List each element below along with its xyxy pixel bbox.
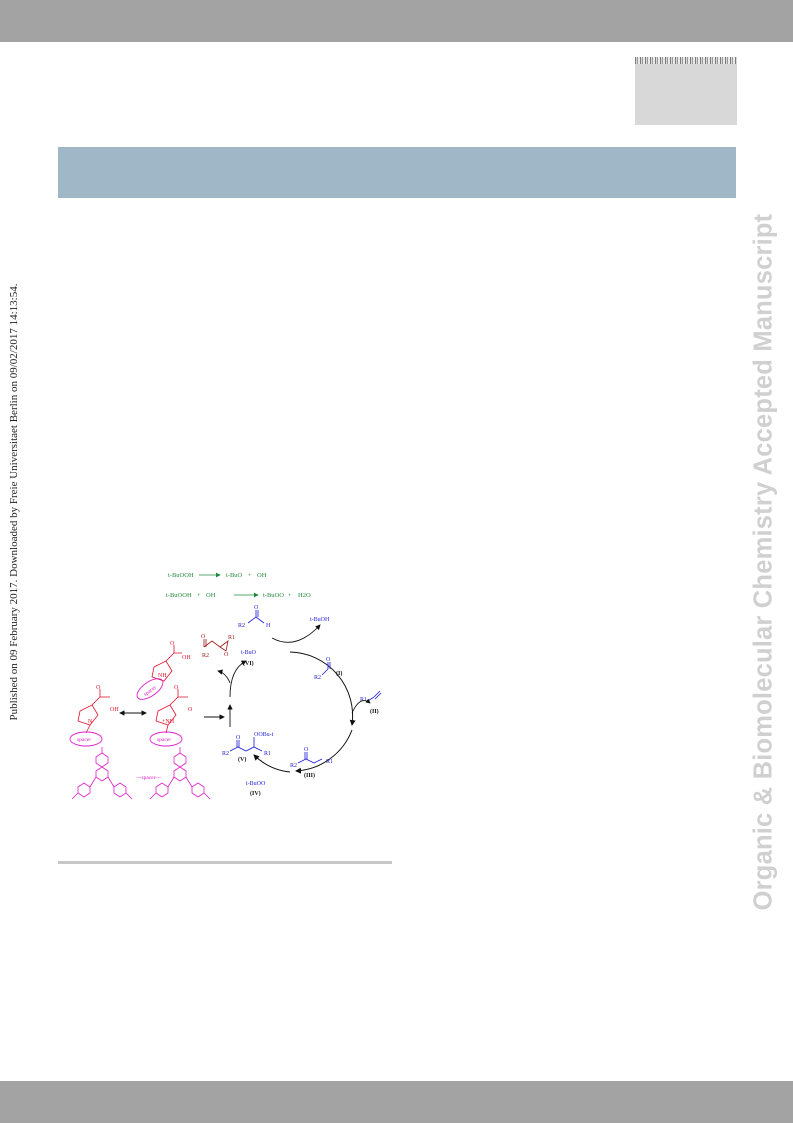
radical-r1: R1 <box>326 759 333 765</box>
bottom-bar <box>0 1081 793 1123</box>
triphenylbenzene-spacer <box>71 747 133 800</box>
label-iii: (III) <box>304 772 315 779</box>
equation-propagation: t-BuOOH + OH t-BuOO + H2O <box>166 592 311 599</box>
top-bar <box>0 0 793 42</box>
zwitterion-o-minus: O <box>188 707 193 713</box>
aldehyde-h: H <box>266 623 271 629</box>
proline-left-n: N <box>88 719 93 725</box>
label-v: (V) <box>238 756 246 763</box>
eq2-plus2: + <box>288 592 292 599</box>
catalyst-upper-nh: NH <box>158 673 167 679</box>
eq1-product1: t-BuO <box>226 572 243 579</box>
acyl-r2: R2 <box>314 675 321 681</box>
alkyl-radical-structure <box>297 752 323 764</box>
product-oobu: OOBu-t <box>254 732 274 738</box>
label-vi: (VI) <box>243 660 254 667</box>
label-i: (I) <box>336 670 342 677</box>
eq2-reactant1: t-BuOOH <box>166 592 192 599</box>
tbuo-label: t-BuO <box>241 650 257 656</box>
header-band <box>58 147 736 198</box>
spacer-left-label: spacer <box>77 737 91 743</box>
label-iv: (IV) <box>250 790 261 797</box>
radical-oxygen: O <box>304 747 309 753</box>
acyl-oxygen: O <box>326 657 331 663</box>
spacer-middle-label: spacer <box>157 737 171 743</box>
peroxide-product-structure <box>229 737 263 752</box>
proline-left-structure <box>77 689 110 734</box>
eq2-product2: H2O <box>298 592 311 599</box>
product-oxygen: O <box>236 735 241 741</box>
zwitterion-nh-plus: +NH <box>162 719 175 725</box>
tbuoh-label: t-BuOH <box>310 617 330 623</box>
eq1-reactant: t-BuOOH <box>168 572 194 579</box>
tbuoo-label: t-BuOO <box>246 781 266 787</box>
spacer-ellipse-upper <box>136 678 164 700</box>
spacer-ellipse-middle <box>149 731 183 747</box>
catalyst-upper-oh: OH <box>182 655 191 661</box>
aldehyde-oxygen: O <box>254 605 259 611</box>
spacer-ellipse-left <box>69 731 103 747</box>
label-ii: (II) <box>370 708 379 715</box>
publication-note: Published on 09 February 2017. Downloade… <box>8 283 20 721</box>
journal-logo <box>635 57 737 125</box>
epoxide-carbonyl-o: O <box>201 634 206 640</box>
proline-left-o: O <box>96 685 101 691</box>
epoxide-r2: R2 <box>202 653 209 659</box>
catalyst-upper-o: O <box>170 641 175 647</box>
accepted-manuscript-watermark: Organic & Biomolecular Chemistry Accepte… <box>749 213 778 911</box>
alkene-structure <box>367 690 382 702</box>
eq2-reactant2: OH <box>206 592 216 599</box>
product-r2: R2 <box>222 751 229 757</box>
logo-pattern <box>635 57 737 64</box>
aldehyde-structure <box>247 610 265 624</box>
spacer-upper-label: spacer <box>143 685 158 698</box>
product-r1: R1 <box>264 751 271 757</box>
acyl-radical-structure <box>321 662 331 676</box>
proline-left-oh: OH <box>110 707 119 713</box>
eq2-product1: t-BuOO <box>263 592 284 599</box>
epoxide-oxygen: O <box>224 652 229 658</box>
eq1-product2: OH <box>257 572 267 579</box>
triphenyltriazine-spacer <box>149 747 211 800</box>
alkene-r1: R1 <box>360 697 367 703</box>
eq1-plus: + <box>248 572 252 579</box>
catalyst-iminium-structure <box>151 645 182 682</box>
spacer-equivalence: ---spacer--- <box>136 775 161 781</box>
catalytic-cycle-scheme: t-BuOOH t-BuO + OH t-BuOOH + OH t-BuOO +… <box>69 572 382 800</box>
epoxide-r1: R1 <box>228 635 235 641</box>
aldehyde-r2: R2 <box>238 623 245 629</box>
footnote-divider <box>58 861 392 864</box>
eq2-plus1: + <box>197 592 201 599</box>
radical-r2: R2 <box>290 763 297 769</box>
catalyst-zwitterion-structure <box>155 689 188 734</box>
zwitterion-o: O <box>174 685 179 691</box>
epoxide-structure <box>203 639 229 652</box>
equation-initiation: t-BuOOH t-BuO + OH <box>168 572 267 579</box>
